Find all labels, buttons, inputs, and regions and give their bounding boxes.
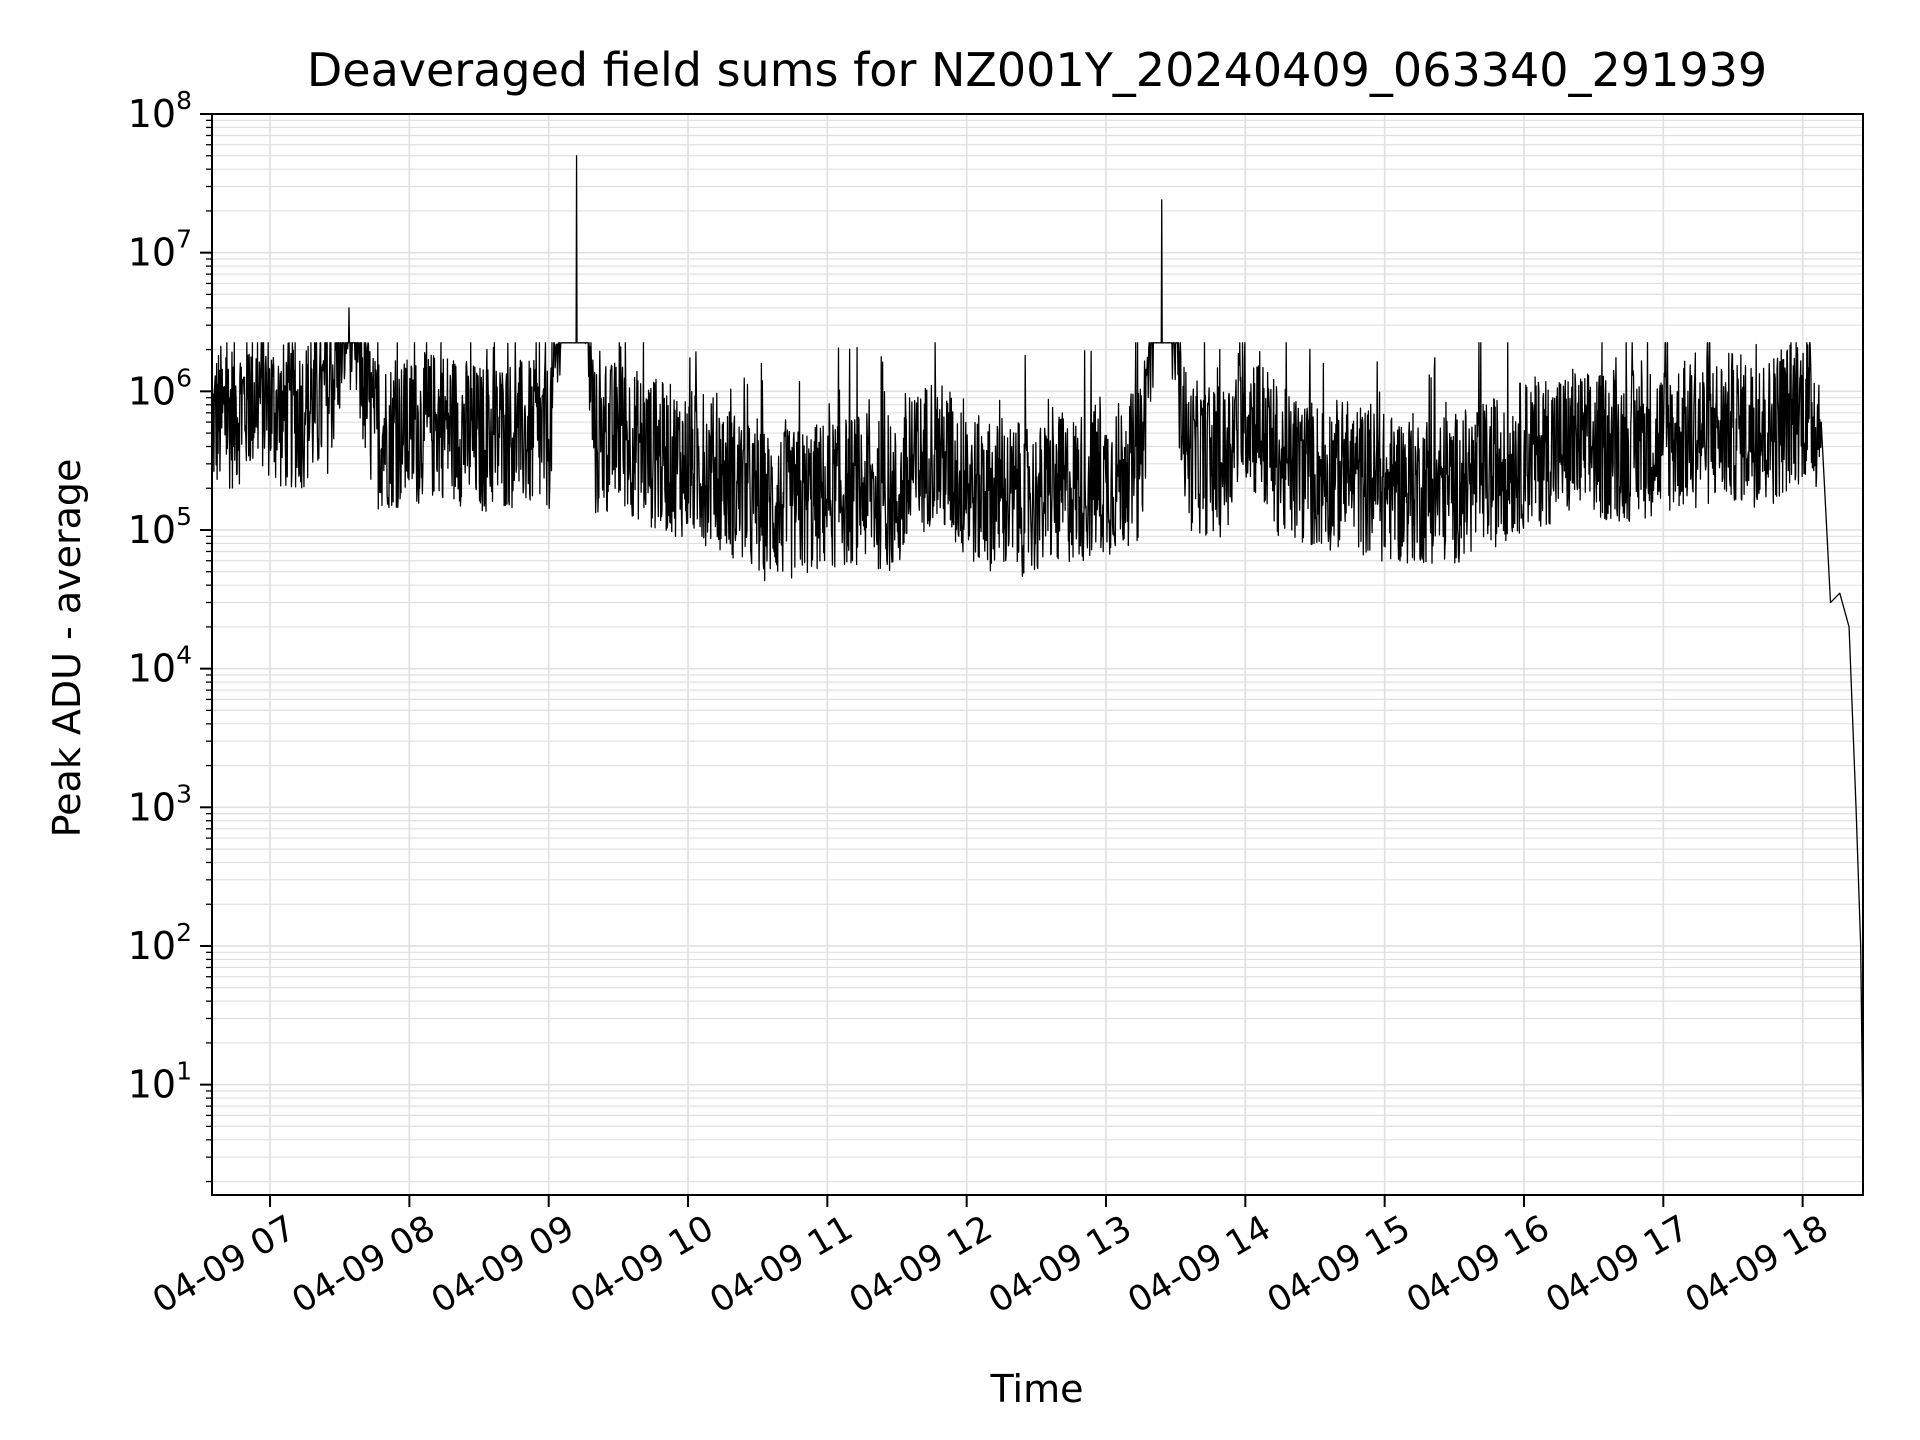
y-axis-label: Peak ADU - average	[45, 459, 89, 838]
y-tick-exponent: 5	[176, 502, 192, 531]
y-tick-exponent: 4	[176, 641, 192, 670]
series-line	[211, 155, 1864, 1140]
x-axis-label: Time	[990, 1367, 1084, 1411]
y-tick-base: 10	[128, 369, 176, 413]
y-tick-base: 10	[128, 1063, 176, 1107]
y-tick-exponent: 8	[176, 86, 192, 115]
y-tick-exponent: 3	[176, 779, 192, 808]
chart-title: Deaveraged field sums for NZ001Y_2024040…	[307, 43, 1767, 97]
y-tick-base: 10	[128, 924, 176, 968]
y-tick-label: 106	[128, 363, 192, 413]
y-tick-label: 101	[128, 1057, 192, 1107]
y-tick-base: 10	[128, 508, 176, 552]
y-tick-exponent: 6	[176, 363, 192, 392]
y-tick-label: 108	[128, 86, 192, 136]
y-tick-label: 103	[128, 779, 192, 829]
y-tick-label: 105	[128, 502, 192, 552]
y-tick-base: 10	[128, 785, 176, 829]
y-tick-base: 10	[128, 231, 176, 275]
y-tick-label: 102	[128, 918, 192, 968]
y-tick-exponent: 7	[176, 225, 192, 254]
y-tick-base: 10	[128, 647, 176, 691]
y-tick-label: 104	[128, 641, 192, 691]
plot-area-frame	[211, 113, 1864, 1196]
y-tick-exponent: 1	[176, 1057, 192, 1086]
y-tick-label: 107	[128, 225, 192, 275]
y-tick-exponent: 2	[176, 918, 192, 947]
y-tick-base: 10	[128, 92, 176, 136]
